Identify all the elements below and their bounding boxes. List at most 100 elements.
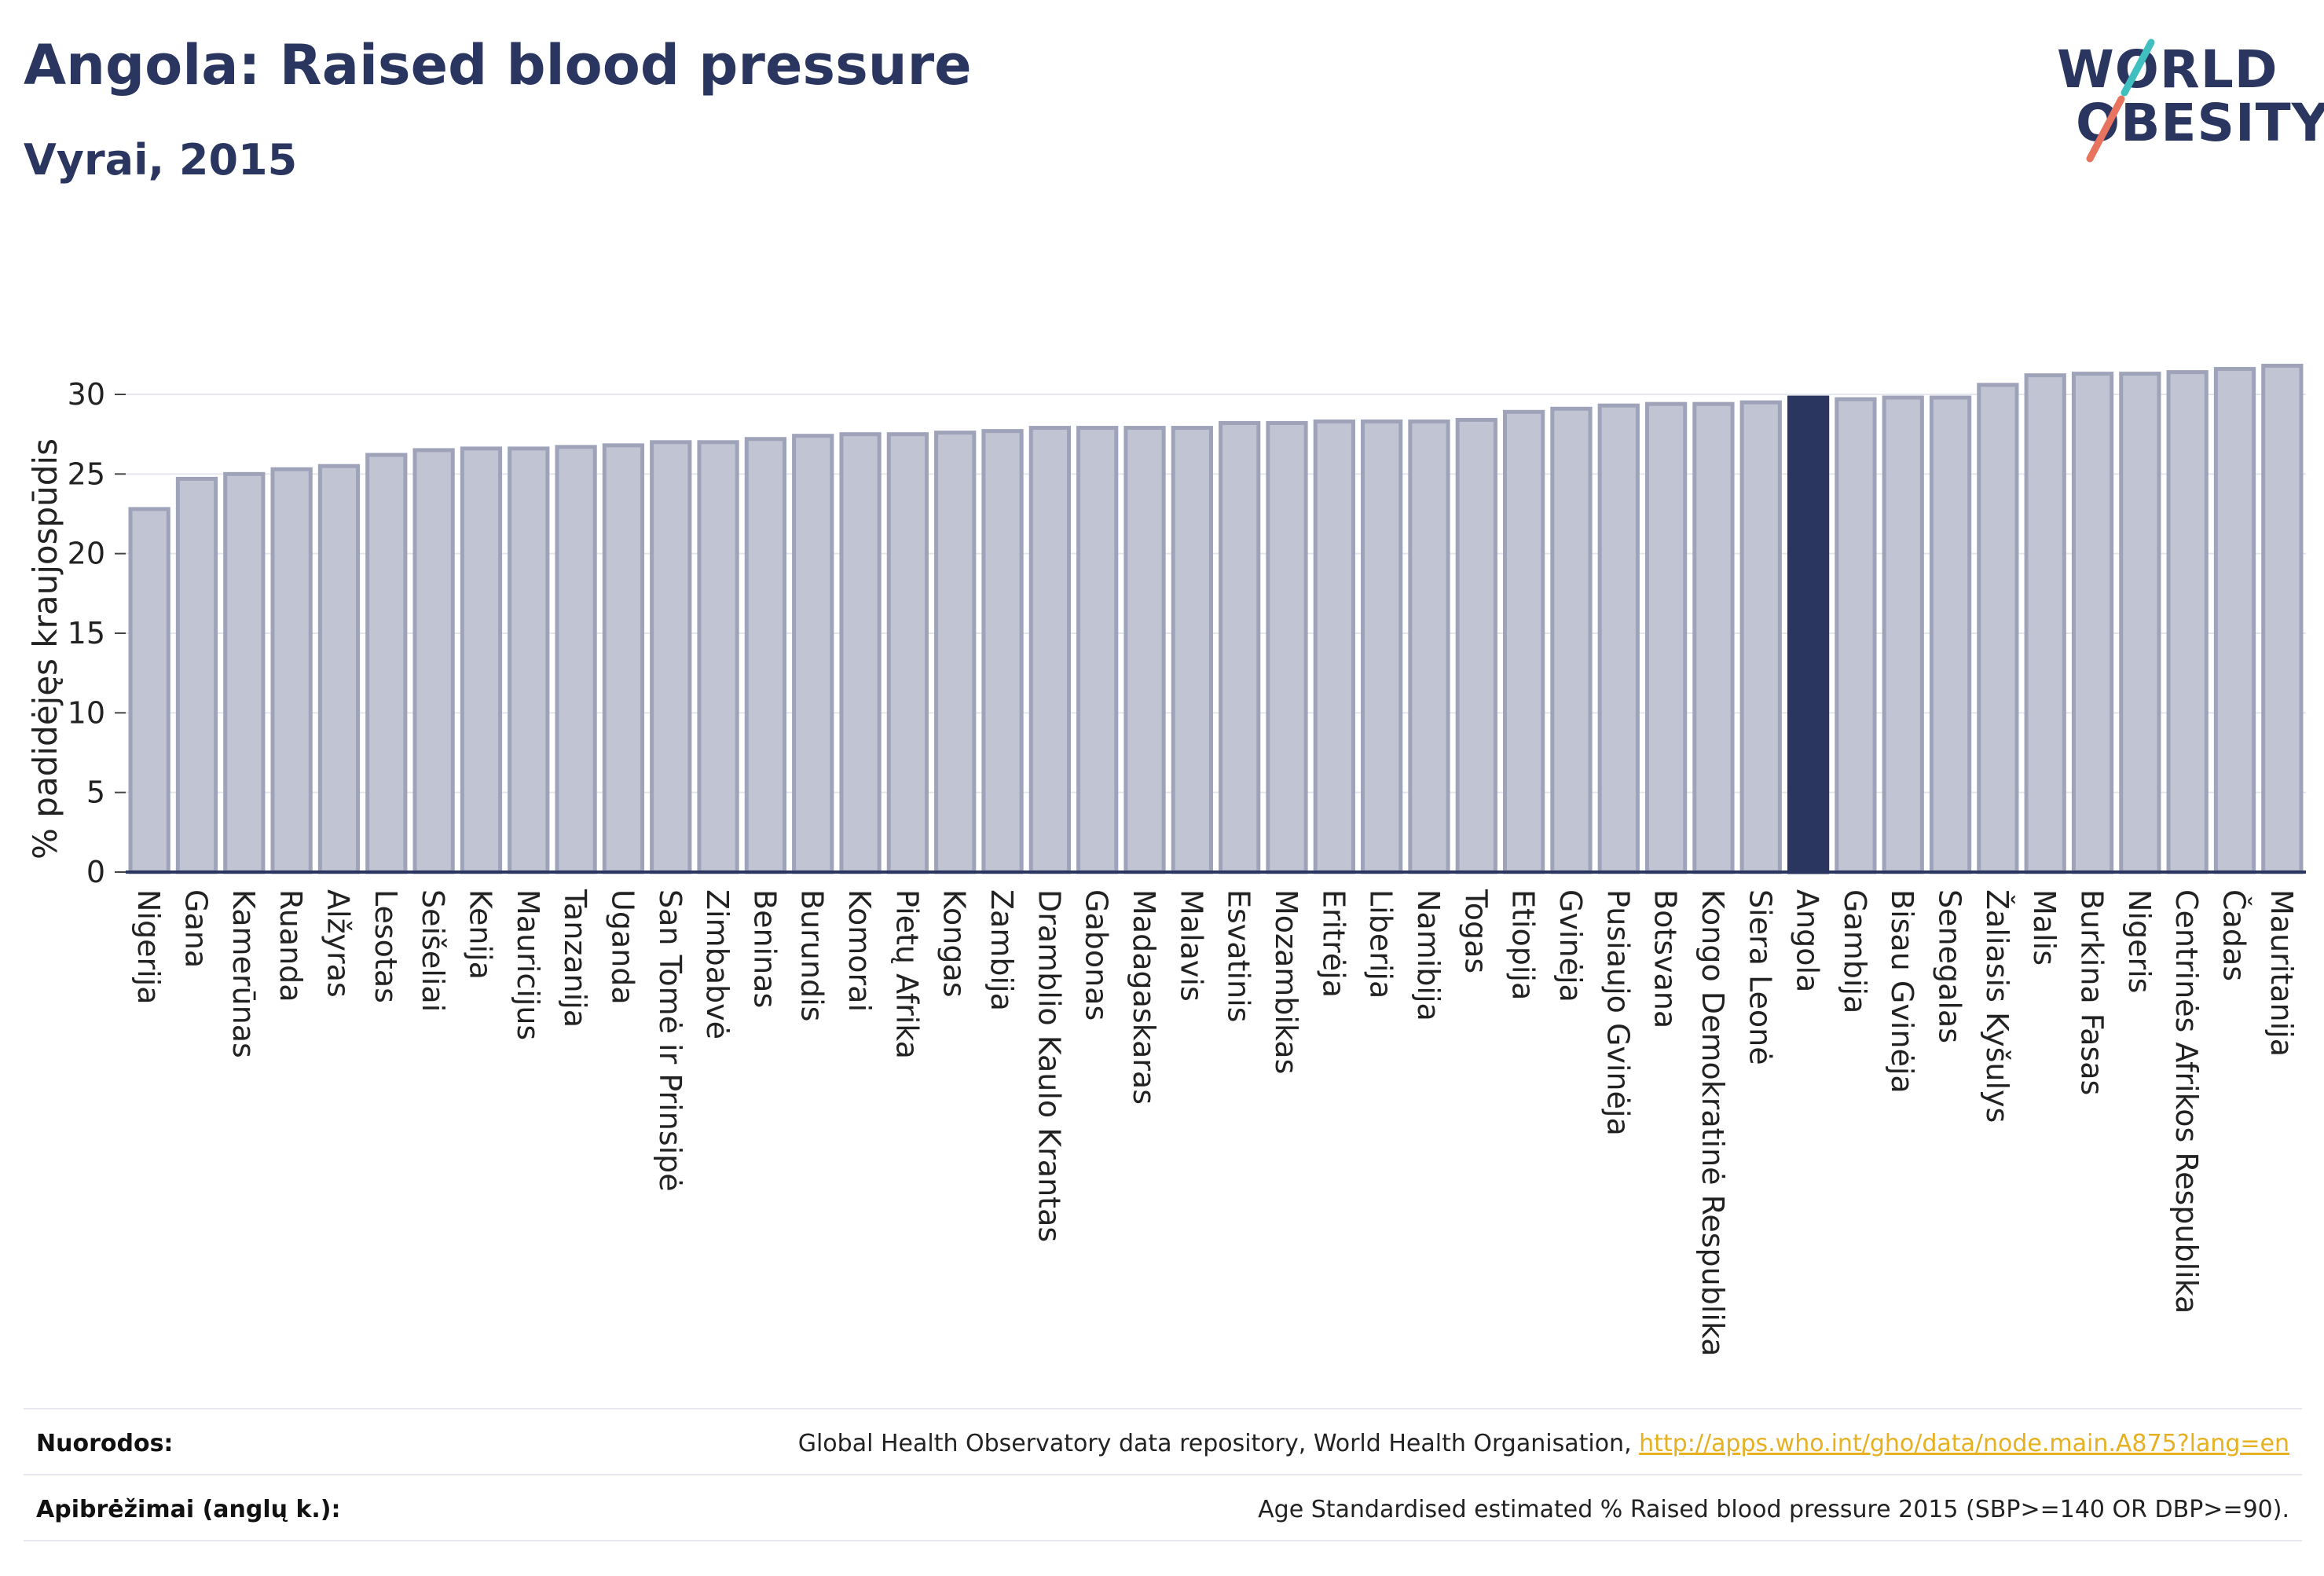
bar-etiopija[interactable] — [1502, 409, 1545, 874]
bar-kenija[interactable] — [460, 446, 503, 874]
bar-malis[interactable] — [2024, 373, 2066, 874]
world-obesity-logo: WORLD OBESITY — [2043, 24, 2324, 173]
x-tick-label: Pusiaujo Gvinėja — [1600, 889, 1635, 1136]
x-tick-label: Alžyras — [321, 889, 355, 998]
x-tick-label: Lesotas — [368, 889, 403, 1003]
bar-mauricijus[interactable] — [508, 446, 550, 874]
x-tick-label: Komorai — [842, 889, 877, 1012]
bar-zambija[interactable] — [981, 429, 1024, 874]
bar-chart: 0 5 10 15 20 25 30 Nigerija Gana Kamerūnas Ruanda… — [26, 364, 2306, 1357]
bar-dramblio-kaulo-krantas[interactable] — [1028, 426, 1071, 874]
chart-subtitle: Vyrai, 2015 — [24, 135, 298, 185]
definitions-value: Age Standardised estimated % Raised bloo… — [1258, 1496, 2289, 1523]
bar-ruanda[interactable] — [270, 467, 313, 874]
x-tick-label: Botsvana — [1648, 889, 1683, 1028]
bar-gvinėja[interactable] — [1550, 406, 1593, 874]
x-tick-label: Namibija — [1411, 889, 1446, 1021]
bar-senegalas[interactable] — [1929, 395, 1972, 874]
bar-centrinės-afrikos-respublika[interactable] — [2166, 370, 2209, 874]
logo-slash-icon — [2086, 38, 2155, 163]
bar-komorai[interactable] — [839, 432, 882, 874]
bar-zimbabvė[interactable] — [697, 440, 739, 874]
y-tick-label: 5 — [86, 775, 105, 810]
bar-esvatinis[interactable] — [1219, 420, 1261, 874]
bar-beninas[interactable] — [744, 437, 787, 874]
x-axis-labels: Nigerija Gana Kamerūnas Ruanda Alžyras Lesota… — [131, 889, 2299, 1357]
chart-title: Angola: Raised blood pressure — [24, 33, 972, 97]
x-tick-label: Tanzanija — [558, 889, 592, 1028]
y-tick-label: 15 — [68, 616, 105, 651]
bar-lesotas[interactable] — [365, 453, 408, 874]
x-tick-label: Liberija — [1364, 889, 1398, 999]
x-tick-label: Burundis — [795, 889, 830, 1021]
x-tick-label: Mauritanija — [2264, 889, 2299, 1057]
footer-divider-top — [24, 1408, 2302, 1409]
bar-burkina-fasas[interactable] — [2071, 372, 2114, 874]
bar-gana[interactable] — [175, 476, 218, 874]
bar-nigeris[interactable] — [2119, 372, 2161, 874]
bar-malavis[interactable] — [1171, 426, 1213, 874]
sources-label: Nuorodos: — [36, 1430, 174, 1457]
bar-siera-leonė[interactable] — [1739, 400, 1782, 874]
bar-san-tomė-ir-prinsipė[interactable] — [650, 440, 692, 874]
bar-kamerūnas[interactable] — [223, 471, 266, 874]
bar-seišeliai[interactable] — [412, 448, 455, 874]
bar-alžyras[interactable] — [317, 464, 361, 874]
bar-mauritanija[interactable] — [2261, 364, 2304, 874]
bar-kongo-demokratinė-respublika[interactable] — [1692, 401, 1735, 874]
x-tick-label: Esvatinis — [1222, 889, 1256, 1022]
bar-burundis[interactable] — [792, 434, 834, 874]
bar-pietų-afrika[interactable] — [886, 432, 929, 874]
x-tick-label: Čadas — [2217, 889, 2252, 981]
bar-uganda[interactable] — [602, 443, 645, 874]
x-tick-label: Uganda — [605, 889, 640, 1005]
y-axis-label: % padidėjęs kraujospūdis — [26, 438, 64, 859]
bar-kongas[interactable] — [934, 431, 977, 874]
x-tick-label: Nigerija — [131, 889, 166, 1005]
x-tick-label: Kongo Demokratinė Respublika — [1695, 889, 1730, 1357]
x-tick-label: Žaliasis Kyšulys — [1980, 889, 2014, 1123]
footer-divider-middle — [24, 1474, 2302, 1475]
x-tick-label: Togas — [1458, 889, 1493, 973]
logo-text-line1: WORLD — [2057, 39, 2278, 100]
x-tick-label: Malis — [2027, 889, 2062, 966]
x-tick-label: Zambija — [984, 889, 1019, 1011]
x-tick-label: Kamerūnas — [226, 889, 261, 1058]
bar-gambija[interactable] — [1835, 397, 1877, 874]
bar-angola[interactable] — [1787, 395, 1830, 874]
x-tick-label: Ruanda — [273, 889, 308, 1002]
x-tick-label: Mauricijus — [511, 889, 545, 1040]
bar-žaliasis-kyšulys[interactable] — [1977, 383, 2019, 874]
bar-eritrėja[interactable] — [1313, 419, 1355, 874]
x-tick-label: Mozambikas — [1269, 889, 1303, 1074]
bar-pusiaujo-gvinėja[interactable] — [1597, 403, 1640, 874]
bar-namibija[interactable] — [1408, 419, 1450, 874]
x-tick-label: Beninas — [747, 889, 782, 1008]
x-tick-label: Centrinės Afrikos Respublika — [2169, 889, 2204, 1314]
y-tick-label: 0 — [86, 855, 105, 889]
x-tick-label: Dramblio Kaulo Krantas — [1032, 889, 1066, 1242]
x-tick-label: Gabonas — [1080, 889, 1114, 1021]
bar-liberija[interactable] — [1361, 419, 1403, 874]
x-tick-label: Seišeliai — [416, 889, 450, 1012]
x-tick-label: Zimbabvė — [700, 889, 735, 1039]
bar-gabonas[interactable] — [1076, 426, 1119, 874]
y-tick-label: 30 — [68, 377, 105, 412]
y-axis-ticks: 0 5 10 15 20 25 30 — [68, 377, 126, 889]
x-tick-label: Senegalas — [1933, 889, 1967, 1043]
x-tick-label: Siera Leonė — [1743, 889, 1777, 1065]
bar-bisau-gvinėja[interactable] — [1882, 395, 1924, 874]
bar-nigerija[interactable] — [128, 507, 170, 874]
bar-mozambikas[interactable] — [1266, 420, 1308, 874]
y-tick-label: 10 — [68, 695, 105, 730]
bar-togas[interactable] — [1455, 417, 1497, 874]
sources-link[interactable]: http://apps.who.int/gho/data/node.main.A… — [1639, 1430, 2289, 1457]
x-tick-label: Kongas — [937, 889, 972, 998]
x-tick-label: Nigeris — [2122, 889, 2157, 993]
bar-botsvana[interactable] — [1644, 401, 1688, 874]
bars — [128, 364, 2304, 874]
bar-madagaskaras[interactable] — [1124, 426, 1166, 874]
bar-čadas[interactable] — [2213, 367, 2256, 874]
bar-tanzanija[interactable] — [555, 445, 597, 874]
x-tick-label: Eritrėja — [1316, 889, 1351, 998]
